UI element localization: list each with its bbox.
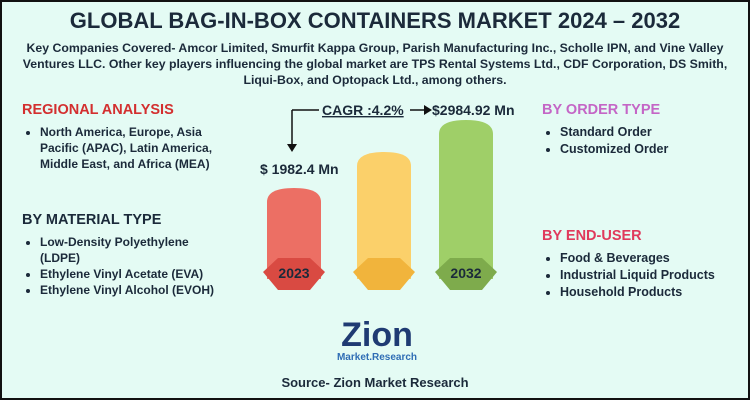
logo-sub: Market.Research	[337, 352, 417, 363]
description: Key Companies Covered- Amcor Limited, Sm…	[22, 41, 728, 87]
logo-main: Zion	[341, 316, 413, 354]
bullet-item: Standard Order	[560, 124, 742, 141]
bullet-item: Ethylene Vinyl Alcohol (EVOH)	[40, 282, 222, 298]
start-year: 2023	[278, 265, 309, 281]
cagr: CAGR :4.2%	[322, 102, 404, 118]
section-title: REGIONAL ANALYSIS	[22, 102, 174, 118]
bullet-item: Ethylene Vinyl Acetate (EVA)	[40, 266, 222, 282]
bullet-item: Food & Beverages	[560, 250, 747, 267]
yellow-cylinder	[353, 152, 415, 290]
section-title: BY MATERIAL TYPE	[22, 212, 162, 228]
bullet-list: North America, Europe, Asia Pacific (APA…	[22, 124, 232, 172]
section-title: BY END-USER	[542, 228, 642, 244]
section: BY ORDER TYPE Standard OrderCustomized Or…	[542, 102, 742, 158]
bullet-item: Low-Density Polyethylene (LDPE)	[40, 234, 222, 266]
bullet-item: Customized Order	[560, 141, 742, 158]
green-cylinder	[435, 120, 497, 290]
start-value: $ 1982.4 Mn	[260, 161, 339, 177]
bullet-list: Standard OrderCustomized Order	[542, 124, 742, 158]
end-value: $2984.92 Mn	[432, 102, 515, 118]
section: BY MATERIAL TYPE Low-Density Polyethylene…	[22, 212, 222, 298]
bullet-item: North America, Europe, Asia Pacific (APA…	[40, 124, 232, 172]
growth-graphic: 2023 2032 CAGR :4.2% $2984.92 Mn $ 1982.…	[260, 102, 515, 363]
bullet-list: Low-Density Polyethylene (LDPE)Ethylene …	[22, 234, 222, 298]
section: REGIONAL ANALYSIS North America, Europe, …	[22, 102, 232, 172]
section: BY END-USER Food & BeveragesIndustrial Li…	[542, 228, 747, 301]
section-title: BY ORDER TYPE	[542, 102, 661, 118]
arrow-head	[424, 105, 432, 115]
arrow-head	[287, 144, 297, 152]
source: Source- Zion Market Research	[281, 375, 469, 390]
bullet-item: Household Products	[560, 284, 747, 301]
end-year: 2032	[450, 265, 481, 281]
red-cylinder	[263, 188, 325, 290]
title: GLOBAL BAG-IN-BOX CONTAINERS MARKET 2024…	[69, 8, 681, 33]
bullet-list: Food & BeveragesIndustrial Liquid Produc…	[542, 250, 747, 301]
bullet-item: Industrial Liquid Products	[560, 267, 747, 284]
